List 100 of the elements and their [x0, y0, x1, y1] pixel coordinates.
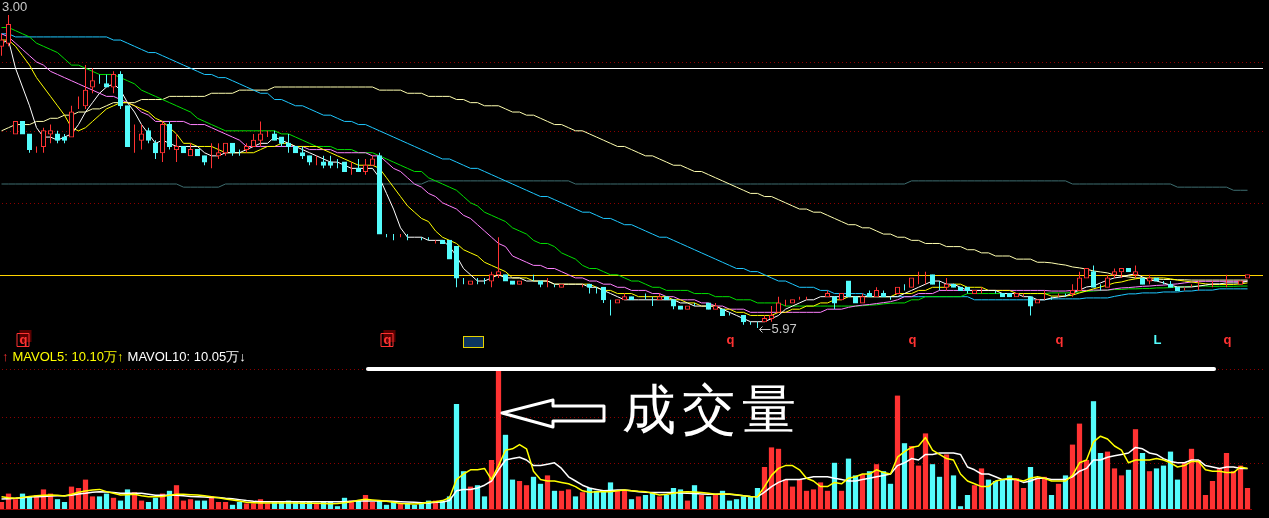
bar	[1111, 468, 1118, 509]
bar	[551, 490, 558, 509]
bar	[1216, 468, 1223, 509]
bar	[1125, 469, 1132, 509]
bar	[0, 502, 5, 509]
bar	[187, 499, 194, 509]
text: q	[19, 331, 28, 347]
bar	[628, 499, 635, 509]
bar	[712, 495, 719, 509]
text: q	[1055, 331, 1064, 347]
text: L	[1153, 331, 1162, 347]
bar	[782, 479, 789, 509]
candlestick	[496, 237, 501, 278]
bar	[887, 483, 894, 509]
bar	[110, 497, 117, 509]
bar	[950, 475, 957, 509]
bar	[971, 485, 978, 509]
bar	[1097, 453, 1104, 509]
bar	[1174, 479, 1181, 509]
bar	[957, 506, 964, 509]
bar	[1167, 451, 1174, 509]
bar	[1013, 478, 1020, 509]
text: MAVOL10: 10.05万↓	[127, 349, 246, 364]
bar	[544, 475, 551, 509]
bar	[747, 496, 754, 509]
bar	[516, 481, 523, 509]
bar	[1244, 488, 1251, 509]
bar	[89, 496, 96, 509]
bar	[222, 502, 229, 509]
bar	[733, 499, 740, 509]
bar	[894, 395, 901, 509]
bar	[656, 496, 663, 509]
bar	[726, 500, 733, 509]
text: q	[726, 331, 735, 347]
bar	[1209, 481, 1216, 509]
bar	[1006, 475, 1013, 509]
bar	[369, 502, 376, 509]
bar	[12, 499, 19, 509]
bar	[152, 497, 159, 509]
bar	[663, 495, 670, 509]
bar	[474, 485, 481, 509]
bar	[103, 493, 110, 509]
bar	[999, 479, 1006, 509]
bar	[1055, 483, 1062, 509]
bar	[964, 495, 971, 509]
bar	[929, 464, 936, 509]
bar	[789, 486, 796, 509]
bar	[796, 479, 803, 509]
bar	[579, 492, 586, 509]
bar	[1090, 401, 1097, 509]
text: q	[383, 331, 392, 347]
bar	[194, 500, 201, 509]
bar	[1146, 471, 1153, 509]
bar	[383, 504, 390, 509]
bar	[642, 495, 649, 509]
bar	[1118, 475, 1125, 509]
bar	[1160, 465, 1167, 509]
bar	[411, 504, 418, 509]
bar	[145, 502, 152, 509]
bar	[334, 506, 341, 509]
bar	[684, 500, 691, 509]
bar	[61, 502, 68, 509]
bar	[1104, 451, 1111, 509]
bar	[180, 500, 187, 509]
bar	[453, 404, 460, 509]
bar	[509, 479, 516, 509]
bar	[621, 490, 628, 509]
bar	[537, 483, 544, 509]
text: 3.00	[2, 0, 28, 15]
bar	[1223, 453, 1230, 509]
bar	[96, 496, 103, 509]
bar	[1153, 468, 1160, 509]
bar	[236, 502, 243, 509]
bar	[1139, 453, 1146, 509]
bar	[817, 482, 824, 509]
bar	[1083, 460, 1090, 509]
bar	[915, 465, 922, 509]
annotation: 成交量	[622, 378, 802, 441]
bar	[803, 490, 810, 509]
bar	[705, 496, 712, 509]
bar	[838, 490, 845, 509]
bar	[908, 446, 915, 509]
bar	[481, 496, 488, 509]
bar	[1202, 495, 1209, 509]
bar	[1048, 495, 1055, 509]
bar	[922, 433, 929, 509]
bar	[775, 448, 782, 509]
bar	[824, 490, 831, 509]
bar	[992, 481, 999, 509]
bar	[558, 490, 565, 509]
bar	[215, 502, 222, 509]
bar	[523, 485, 530, 509]
bar	[936, 476, 943, 509]
bar	[740, 496, 747, 509]
bar	[698, 495, 705, 509]
bar	[1230, 471, 1237, 509]
bar	[530, 476, 537, 509]
bar	[243, 503, 250, 509]
text: q	[908, 331, 917, 347]
text: ↑	[2, 349, 9, 364]
